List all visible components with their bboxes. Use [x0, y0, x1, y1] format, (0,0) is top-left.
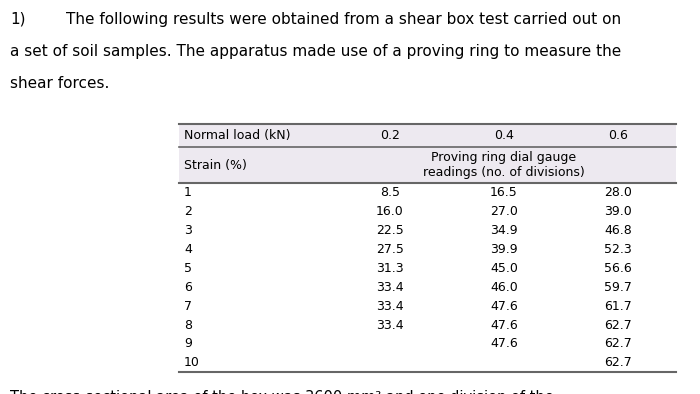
- Text: 62.7: 62.7: [605, 338, 632, 350]
- Text: a set of soil samples. The apparatus made use of a proving ring to measure the: a set of soil samples. The apparatus mad…: [10, 44, 622, 59]
- Text: 6: 6: [184, 281, 192, 294]
- Text: The cross-sectional area of the box was 3600 mm² and one division of the: The cross-sectional area of the box was …: [10, 390, 554, 394]
- Text: Proving ring dial gauge: Proving ring dial gauge: [431, 151, 577, 164]
- Text: 9: 9: [184, 338, 192, 350]
- Text: 27.5: 27.5: [376, 243, 404, 256]
- Text: Normal load (kN): Normal load (kN): [184, 129, 290, 142]
- Text: 62.7: 62.7: [605, 319, 632, 331]
- Text: 1: 1: [184, 186, 192, 199]
- Text: 31.3: 31.3: [376, 262, 403, 275]
- Text: 59.7: 59.7: [604, 281, 632, 294]
- Text: 39.9: 39.9: [490, 243, 518, 256]
- Text: 1): 1): [10, 12, 26, 27]
- Text: 62.7: 62.7: [605, 357, 632, 369]
- Text: 47.6: 47.6: [490, 338, 518, 350]
- Text: 45.0: 45.0: [490, 262, 518, 275]
- Text: 33.4: 33.4: [376, 319, 403, 331]
- Text: 28.0: 28.0: [604, 186, 632, 199]
- Text: 56.6: 56.6: [605, 262, 632, 275]
- Text: 0.2: 0.2: [380, 129, 400, 142]
- Text: 34.9: 34.9: [490, 224, 518, 237]
- Text: 47.6: 47.6: [490, 319, 518, 331]
- Text: 0.6: 0.6: [608, 129, 629, 142]
- Text: 27.0: 27.0: [490, 205, 518, 218]
- Text: shear forces.: shear forces.: [10, 76, 110, 91]
- Text: 16.0: 16.0: [376, 205, 404, 218]
- Text: 46.8: 46.8: [605, 224, 632, 237]
- Text: 61.7: 61.7: [605, 300, 632, 312]
- Text: 16.5: 16.5: [490, 186, 518, 199]
- Bar: [178, 124, 676, 147]
- Text: 22.5: 22.5: [376, 224, 404, 237]
- Text: 8: 8: [184, 319, 192, 331]
- Text: 5: 5: [184, 262, 192, 275]
- Text: 3: 3: [184, 224, 192, 237]
- Text: 46.0: 46.0: [490, 281, 518, 294]
- Text: 33.4: 33.4: [376, 281, 403, 294]
- Text: 39.0: 39.0: [605, 205, 632, 218]
- Text: Strain (%): Strain (%): [184, 159, 247, 171]
- Text: 0.4: 0.4: [494, 129, 514, 142]
- Text: 47.6: 47.6: [490, 300, 518, 312]
- Text: 33.4: 33.4: [376, 300, 403, 312]
- Text: readings (no. of divisions): readings (no. of divisions): [424, 167, 585, 179]
- Text: 8.5: 8.5: [379, 186, 400, 199]
- Text: 10: 10: [184, 357, 200, 369]
- Text: 2: 2: [184, 205, 192, 218]
- Text: 52.3: 52.3: [605, 243, 632, 256]
- Text: The following results were obtained from a shear box test carried out on: The following results were obtained from…: [66, 12, 622, 27]
- Text: 7: 7: [184, 300, 192, 312]
- Text: 4: 4: [184, 243, 192, 256]
- Bar: [178, 147, 676, 183]
